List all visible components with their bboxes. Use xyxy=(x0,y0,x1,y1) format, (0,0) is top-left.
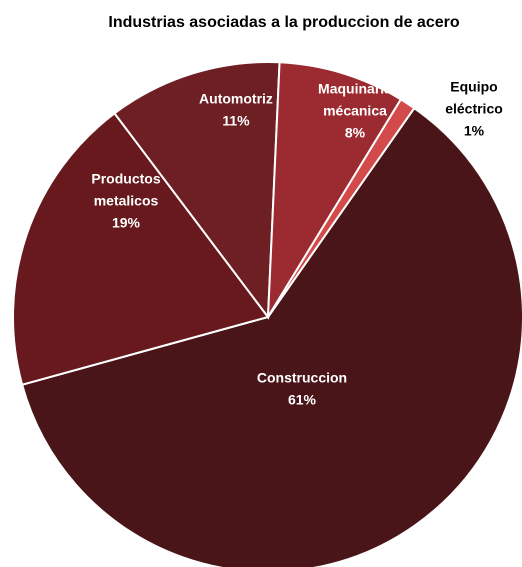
slice-name-productos-metalicos: Productos xyxy=(91,171,160,187)
slice-name-equipo-electrico: eléctrico xyxy=(445,101,503,117)
slice-label-equipo-electrico: Equipo eléctrico 1% xyxy=(445,79,503,139)
chart-title: Industrias asociadas a la produccion de … xyxy=(108,14,459,31)
slice-percent-maquinaria-mecanica: 8% xyxy=(345,125,366,141)
pie-slice-productos-metalicos xyxy=(12,111,270,386)
slice-name-productos-metalicos: metalicos xyxy=(94,193,159,209)
pie-slice-automotriz xyxy=(113,61,281,320)
slice-percent-equipo-electrico: 1% xyxy=(464,123,485,139)
pie-slice-maquinaria-mecanica xyxy=(267,61,403,318)
pie-slices xyxy=(12,61,522,567)
slice-name-maquinaria-mecanica: Maquinaria xyxy=(318,81,392,97)
slice-name-maquinaria-mecanica: mécanica xyxy=(323,103,387,119)
slice-name-construccion: Construccion xyxy=(257,370,347,386)
slice-percent-automotriz: 11% xyxy=(222,113,250,129)
slice-percent-construccion: 61% xyxy=(288,392,317,408)
pie-labels: Construccion 61% Productos metalicos 19% Auto… xyxy=(91,79,502,408)
pie-slice-equipo-electrico xyxy=(267,97,416,318)
slice-percent-productos-metalicos: 19% xyxy=(112,215,141,231)
slice-label-construccion: Construccion 61% xyxy=(257,370,347,408)
slice-label-maquinaria-mecanica: Maquinaria mécanica 8% xyxy=(318,81,392,141)
pie-slice-construccion xyxy=(20,106,522,567)
slice-name-equipo-electrico: Equipo xyxy=(450,79,497,95)
slice-name-automotriz: Automotriz xyxy=(199,91,273,107)
slice-label-automotriz: Automotriz 11% xyxy=(199,91,273,129)
slice-label-productos-metalicos: Productos metalicos 19% xyxy=(91,171,160,231)
